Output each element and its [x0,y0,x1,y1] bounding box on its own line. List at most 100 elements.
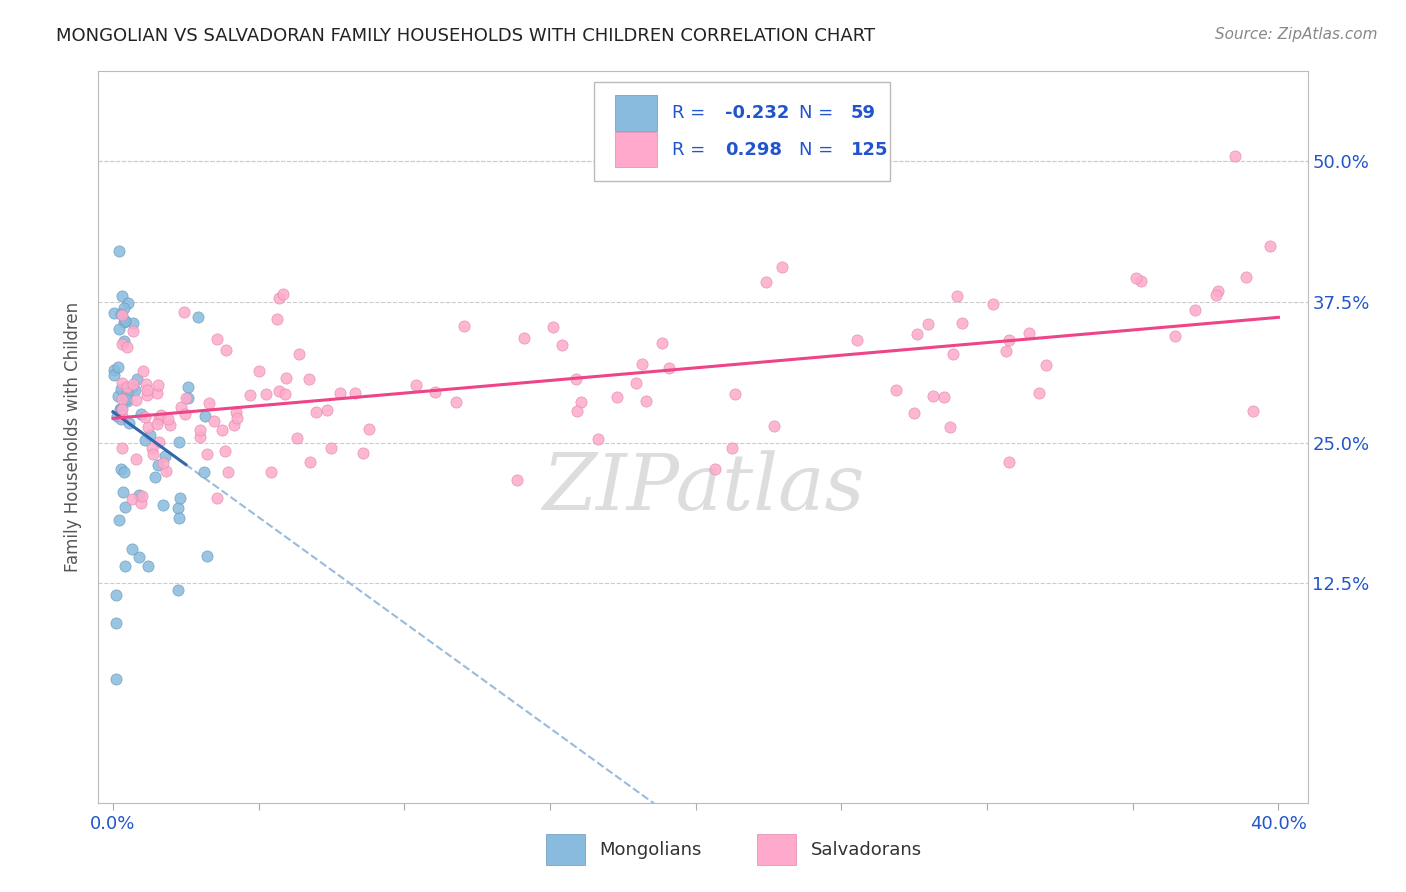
Point [174,407,197,421]
Text: Source: ZipAtlas.com: Source: ZipAtlas.com [1215,27,1378,42]
Point [141,441,163,455]
Point [329,386,352,401]
Point [423,384,446,399]
Point [104,672,127,686]
Point [188,423,211,437]
Point [998,333,1021,347]
FancyBboxPatch shape [614,95,657,130]
Point [110,307,132,321]
Point [1018,326,1040,340]
Point [155,464,177,478]
FancyBboxPatch shape [758,834,796,865]
Point [136,559,159,574]
Text: 0.298: 0.298 [724,141,782,159]
Point [112,485,135,500]
Point [128,488,150,502]
Point [207,332,229,346]
Point [658,361,681,376]
Point [586,433,609,447]
Point [108,322,131,336]
Point [624,376,647,391]
Point [276,371,298,385]
Point [298,372,321,386]
Point [111,376,134,391]
Point [114,313,136,327]
Point [1234,270,1257,285]
Point [135,377,157,392]
Point [1223,149,1246,163]
Point [105,409,128,423]
Point [550,338,572,352]
Point [108,244,131,259]
Point [122,376,145,391]
Point [703,461,725,475]
Point [1028,385,1050,400]
Point [193,465,215,479]
Point [111,337,134,351]
Point [950,316,973,330]
Point [115,386,138,401]
Point [111,441,134,455]
Point [112,334,135,348]
Point [260,465,283,479]
Point [131,407,153,421]
Point [197,395,219,409]
Text: 125: 125 [851,141,889,159]
Point [127,372,149,386]
Point [939,420,962,434]
Point [150,408,173,422]
Point [143,469,166,483]
Point [112,315,135,329]
Point [271,286,294,301]
Point [998,454,1021,468]
Point [886,383,908,397]
Point [763,418,786,433]
Point [148,411,170,425]
Point [1129,274,1152,288]
Point [905,327,928,342]
Text: -0.232: -0.232 [724,104,789,122]
Point [1241,404,1264,418]
Point [134,409,156,424]
Point [195,447,218,461]
Point [118,416,141,430]
Point [1125,270,1147,285]
Point [225,405,247,419]
FancyBboxPatch shape [614,132,657,167]
Point [115,392,138,406]
Point [352,446,374,460]
Point [755,275,778,289]
Point [132,364,155,378]
Point [995,344,1018,359]
Point [134,434,156,448]
Point [357,421,380,435]
Point [1035,358,1057,372]
Point [506,473,529,487]
Point [946,289,969,303]
Point [770,260,793,274]
Text: N =: N = [799,141,838,159]
Point [194,409,217,424]
Point [846,333,869,347]
Point [142,447,165,461]
Point [121,492,143,507]
Point [135,383,157,397]
Point [1205,288,1227,302]
Point [1164,328,1187,343]
Point [187,310,209,324]
Point [344,386,367,401]
Point [267,292,290,306]
Point [111,289,134,303]
Point [513,331,536,345]
Point [107,389,129,403]
Point [121,316,143,330]
Point [1184,302,1206,317]
Point [124,384,146,398]
Point [110,462,132,476]
Text: N =: N = [799,104,838,122]
Point [139,428,162,442]
Point [128,550,150,565]
Point [108,402,131,417]
Point [131,496,153,510]
Point [174,391,197,405]
